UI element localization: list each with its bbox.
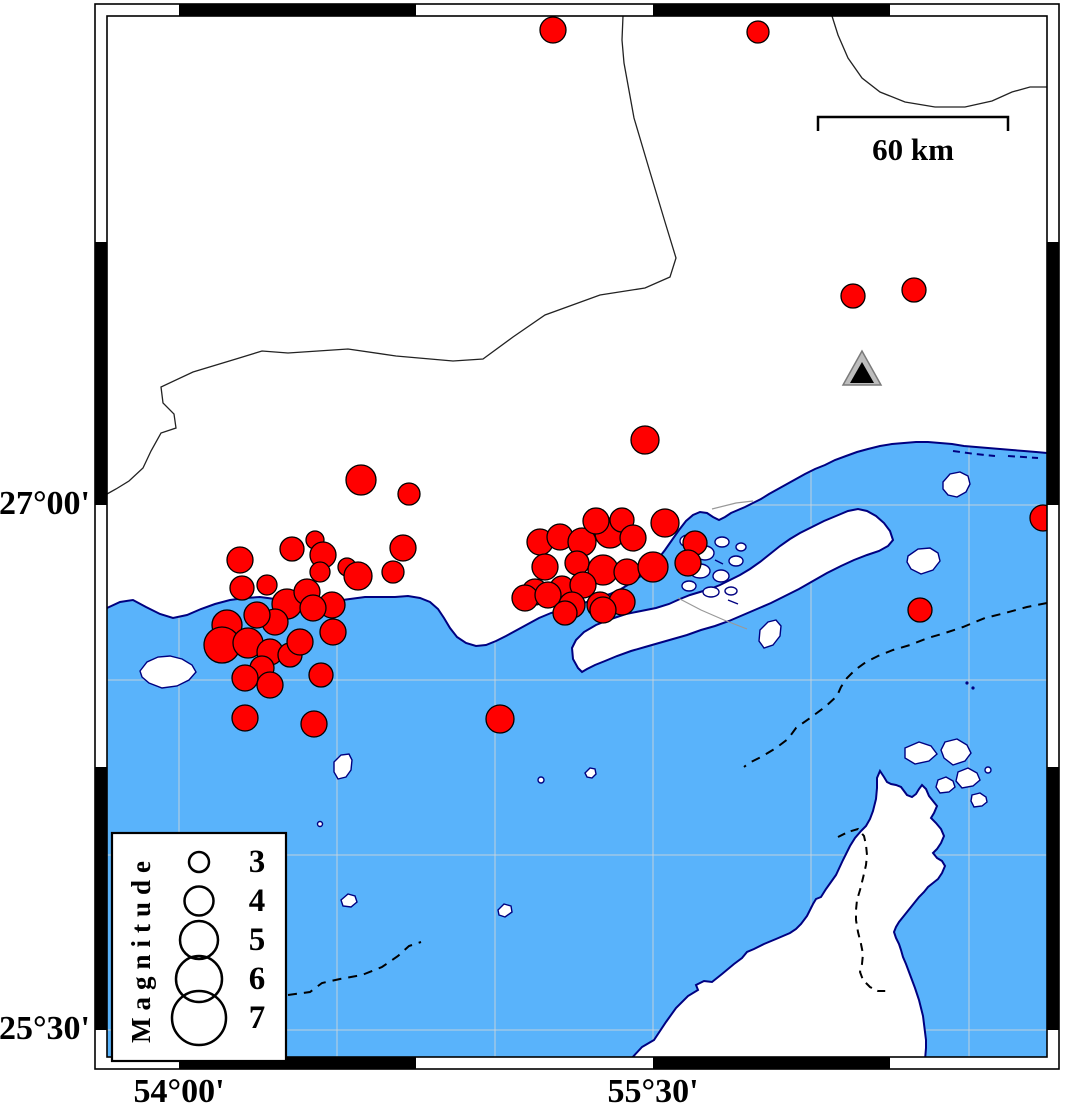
lat-label-27-00: 27°00'	[0, 485, 90, 522]
lowres-coast-hint	[677, 597, 748, 630]
land-border-dashed	[837, 827, 886, 992]
coastal-dashes	[952, 450, 1039, 459]
earthquake-marker	[286, 628, 314, 656]
earthquake-marker	[243, 601, 271, 629]
earthquake-marker	[485, 704, 515, 734]
earthquake-marker	[309, 561, 331, 583]
province-boundary-line	[106, 15, 677, 495]
scale-bar: 60 km	[816, 115, 1010, 167]
earthquake-marker	[300, 710, 328, 738]
legend-circle-mag-7	[170, 989, 228, 1047]
earthquake-marker	[299, 594, 327, 622]
earthquake-epicenters	[203, 16, 1057, 738]
fjord-islands	[904, 738, 992, 808]
earthquake-marker	[345, 464, 377, 496]
station-triangle-icon	[841, 349, 883, 386]
earthquake-marker	[901, 277, 927, 303]
maritime-boundary-dashed	[743, 602, 1048, 768]
earthquake-marker	[613, 558, 641, 586]
earthquake-marker	[511, 584, 539, 612]
earthquake-marker	[650, 508, 680, 538]
earthquake-marker	[619, 524, 647, 552]
musandam-peninsula	[627, 768, 947, 1061]
small-islands	[139, 471, 971, 918]
legend-circle-mag-3	[187, 850, 211, 874]
earthquake-marker	[308, 662, 334, 688]
earthquake-marker	[674, 549, 702, 577]
earthquake-marker	[389, 534, 417, 562]
earthquake-marker	[582, 507, 610, 535]
islet-dot	[965, 681, 969, 685]
lowres-coast-hint-2	[711, 500, 754, 510]
earthquake-marker	[637, 551, 669, 583]
earthquake-marker	[746, 20, 770, 44]
earthquake-marker	[531, 553, 559, 581]
earthquake-marker	[231, 664, 259, 692]
earthquake-marker	[256, 671, 284, 699]
earthquake-marker	[279, 536, 305, 562]
earthquake-marker	[256, 574, 278, 596]
legend-label-mag-4: 4	[249, 883, 266, 919]
earthquake-marker	[231, 704, 259, 732]
legend-circle-mag-5	[178, 919, 220, 961]
scale-bar-label: 60 km	[872, 132, 954, 167]
earthquake-marker	[343, 561, 373, 591]
province-boundary-line-ne	[831, 15, 1047, 108]
earthquake-marker	[564, 550, 590, 576]
legend-circle-mag-4	[183, 885, 215, 917]
mainland-landmass	[107, 16, 1047, 646]
earthquake-marker	[229, 575, 255, 601]
lon-label-54-00: 54°00'	[133, 1073, 224, 1110]
earthquake-marker	[397, 482, 421, 506]
earthquake-marker	[589, 596, 617, 624]
lat-label-25-30: 25°30'	[0, 1010, 90, 1047]
legend-label-mag-6: 6	[249, 961, 266, 997]
earthquake-marker	[630, 425, 660, 455]
earthquake-marker	[539, 16, 567, 44]
maritime-boundary-dashed-sw	[287, 941, 422, 996]
legend-label-mag-7: 7	[249, 1000, 266, 1036]
earthquake-marker	[319, 618, 347, 646]
legend-title: Magnitude	[126, 854, 156, 1043]
legend-label-mag-3: 3	[249, 844, 266, 880]
lon-label-55-30: 55°30'	[607, 1073, 698, 1110]
earthquake-marker	[381, 560, 405, 584]
legend-circle-mag-6	[174, 954, 224, 1004]
map-frame	[94, 3, 1060, 1070]
earthquake-marker	[552, 600, 578, 626]
islet-dot	[971, 686, 975, 690]
earthquake-marker	[226, 546, 254, 574]
earthquake-marker	[534, 581, 562, 609]
earthquake-marker	[907, 597, 933, 623]
earthquake-marker	[840, 283, 866, 309]
legend-label-mag-5: 5	[249, 922, 266, 958]
